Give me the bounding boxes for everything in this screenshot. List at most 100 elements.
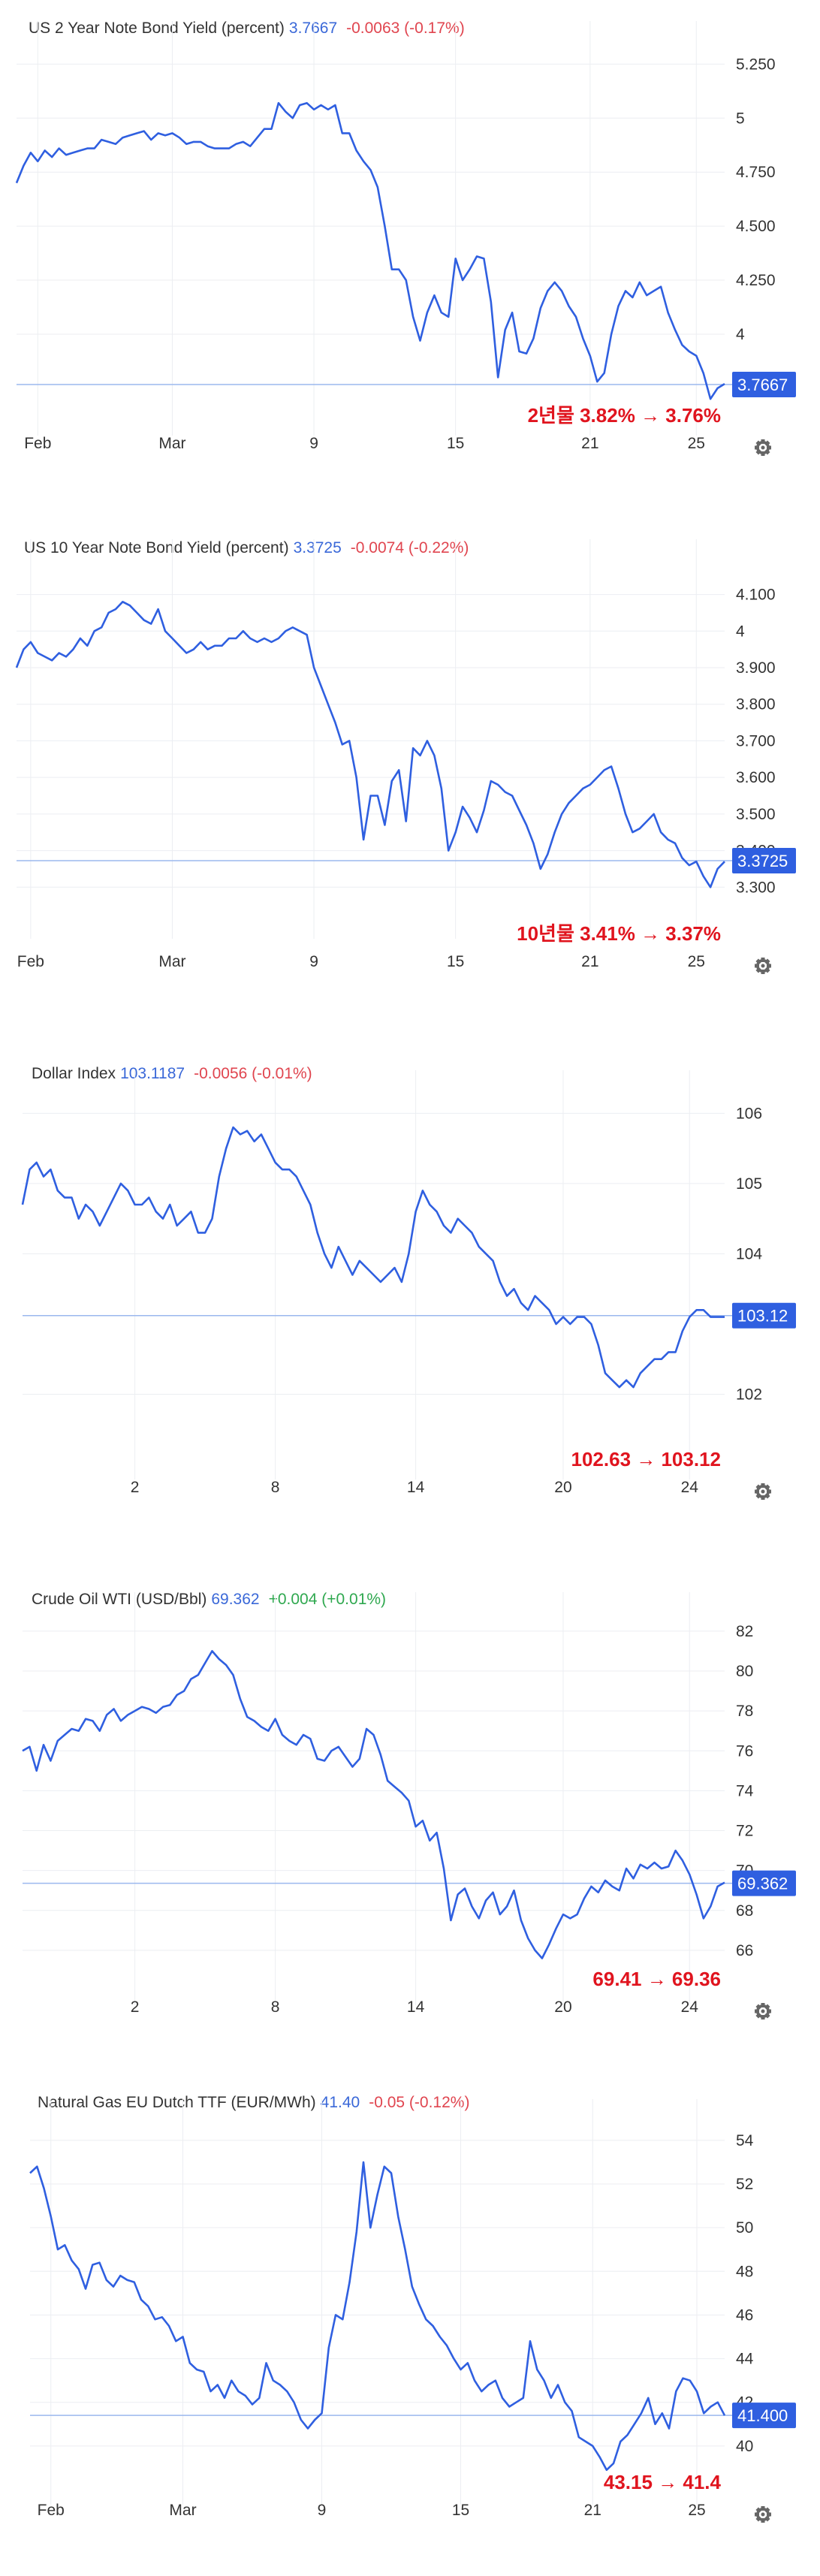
y-tick-label: 102 (736, 1386, 762, 1403)
x-tick-label: 8 (271, 1998, 280, 2016)
chart-panel-wti: Crude Oil WTI (USD/Bbl) 69.362 +0.004 (+0.… (0, 1577, 820, 2073)
series-line (29, 2161, 726, 2472)
chart-title: Dollar Index 103.1187 -0.0056 (-0.01%) (32, 1065, 312, 1083)
chart-panel-us10y: US 10 Year Note Bond Yield (percent) 3.37… (0, 518, 820, 1014)
y-tick-label: 50 (736, 2219, 753, 2237)
price-badge: 3.7667 (732, 372, 796, 398)
x-tick-label: 21 (584, 2502, 601, 2519)
y-tick-label: 4.750 (736, 164, 776, 181)
gear-icon[interactable] (755, 958, 771, 974)
y-tick-label: 4.100 (736, 587, 776, 604)
line-chart[interactable]: 5.250 5 4.750 4.500 4.250 4 Feb Mar 9 15 21 25 3.766… (0, 0, 820, 496)
x-tick-label: 15 (452, 2502, 469, 2519)
chart-panel-ttf: Natural Gas EU Dutch TTF (EUR/MWh) 41.40-… (0, 2080, 820, 2576)
y-tick-label: 4.250 (736, 272, 776, 289)
x-tick-label: 20 (554, 1998, 571, 2016)
y-tick-label: 3.900 (736, 659, 776, 677)
y-tick-label: 3.800 (736, 696, 776, 713)
x-tick-label: Feb (17, 953, 44, 970)
price-badge: 103.12 (732, 1302, 796, 1329)
y-tick-label: 3.600 (736, 769, 776, 786)
annotation-note: 43.15 → 41.4 (604, 2471, 722, 2493)
y-tick-label: 72 (736, 1823, 753, 1840)
annotation-note: 2년물 3.82% → 3.76% (528, 404, 721, 427)
y-tick-label: 66 (736, 1942, 753, 1959)
x-tick-label: Mar (169, 2502, 196, 2519)
y-tick-label: 3.300 (736, 879, 776, 896)
x-tick-label: 14 (407, 1479, 425, 1496)
series-line (21, 1126, 725, 1389)
line-chart[interactable]: 106 105 104 102 2 8 14 20 24 103.12 102.63 → 103.1… (0, 1051, 820, 1547)
x-tick-label: 25 (688, 435, 705, 452)
chart-title: US 10 Year Note Bond Yield (percent) 3.37… (24, 539, 469, 557)
x-tick-label: 2 (131, 1479, 140, 1496)
y-tick-label: 5 (736, 110, 745, 127)
instrument-name: Crude Oil WTI (USD/Bbl) (32, 1591, 207, 1608)
price-badge-text: 41.400 (737, 2406, 788, 2425)
instrument-name: US 10 Year Note Bond Yield (percent) (24, 539, 289, 557)
price-change: -0.0056 (-0.01%) (194, 1065, 312, 1082)
chart-panel-dxy: Dollar Index 103.1187 -0.0056 (-0.01%) 106 1… (0, 1051, 820, 1547)
last-price: 103.1187 (120, 1065, 185, 1082)
y-tick-label: 106 (736, 1105, 762, 1122)
series-line (15, 601, 725, 888)
gear-icon[interactable] (755, 2506, 771, 2523)
y-tick-label: 78 (736, 1703, 753, 1720)
last-price: 3.7667 (288, 20, 338, 37)
x-tick-label: Mar (158, 953, 185, 970)
chart-title: US 2 Year Note Bond Yield (percent) 3.766… (29, 20, 465, 38)
gear-icon[interactable] (755, 1483, 771, 1500)
price-badge-text: 3.7667 (737, 376, 788, 394)
annotation-note: 102.63 → 103.12 (571, 1448, 722, 1470)
annotation-note: 69.41 → 69.36 (592, 1968, 721, 1990)
series-line (15, 101, 725, 400)
gear-icon[interactable] (755, 2003, 771, 2019)
chart-panel-us2y: US 2 Year Note Bond Yield (percent) 3.766… (0, 0, 820, 496)
x-tick-label: 21 (581, 953, 598, 970)
y-tick-label: 3.700 (736, 732, 776, 750)
annotation-note: 10년물 3.41% → 3.37% (517, 922, 721, 945)
instrument-name: Dollar Index (32, 1065, 116, 1082)
gear-icon[interactable] (755, 439, 771, 456)
y-tick-label: 68 (736, 1902, 753, 1920)
line-chart[interactable]: 4.10043.9003.8003.7003.6003.5003.4003.30… (0, 518, 820, 1014)
price-change: -0.0074 (-0.22%) (350, 539, 469, 557)
y-tick-label: 74 (736, 1782, 754, 1799)
last-price: 69.362 (211, 1591, 260, 1608)
price-badge: 41.400 (732, 2403, 796, 2429)
x-tick-label: 15 (447, 953, 464, 970)
y-tick-label: 4.500 (736, 218, 776, 235)
x-tick-label: 8 (271, 1479, 280, 1496)
y-tick-label: 54 (736, 2132, 754, 2149)
price-badge: 69.362 (732, 1870, 796, 1896)
price-change: +0.004 (+0.01%) (268, 1591, 387, 1608)
price-badge: 3.3725 (732, 847, 796, 873)
x-tick-label: 15 (447, 435, 464, 452)
price-change: -0.0063 (-0.17%) (346, 20, 465, 37)
x-tick-label: 9 (309, 435, 318, 452)
x-tick-label: 9 (318, 2502, 327, 2519)
x-tick-label: 14 (407, 1998, 425, 2016)
y-tick-label: 80 (736, 1663, 753, 1680)
y-tick-label: 76 (736, 1742, 753, 1760)
x-tick-label: 24 (681, 1998, 699, 2016)
y-tick-label: 82 (736, 1623, 753, 1640)
y-tick-label: 44 (736, 2351, 754, 2368)
series-line (22, 1650, 725, 1959)
x-tick-label: Mar (158, 435, 185, 452)
y-tick-label: 40 (736, 2438, 753, 2455)
x-tick-label: 25 (688, 953, 705, 970)
price-badge-text: 3.3725 (737, 852, 788, 870)
x-tick-label: 20 (554, 1479, 571, 1496)
y-tick-label: 104 (736, 1245, 762, 1262)
price-change: -0.05 (-0.12%) (369, 2094, 470, 2111)
y-tick-label: 52 (736, 2176, 753, 2193)
x-tick-label: 9 (309, 953, 318, 970)
x-tick-label: 2 (131, 1998, 140, 2016)
line-chart[interactable]: 5452504846444240FebMar915212541.40043.15… (0, 2080, 820, 2576)
y-tick-label: 3.500 (736, 806, 776, 823)
price-badge-text: 103.12 (737, 1307, 788, 1326)
x-tick-label: Feb (38, 2502, 65, 2519)
y-tick-label: 5.250 (736, 56, 776, 73)
